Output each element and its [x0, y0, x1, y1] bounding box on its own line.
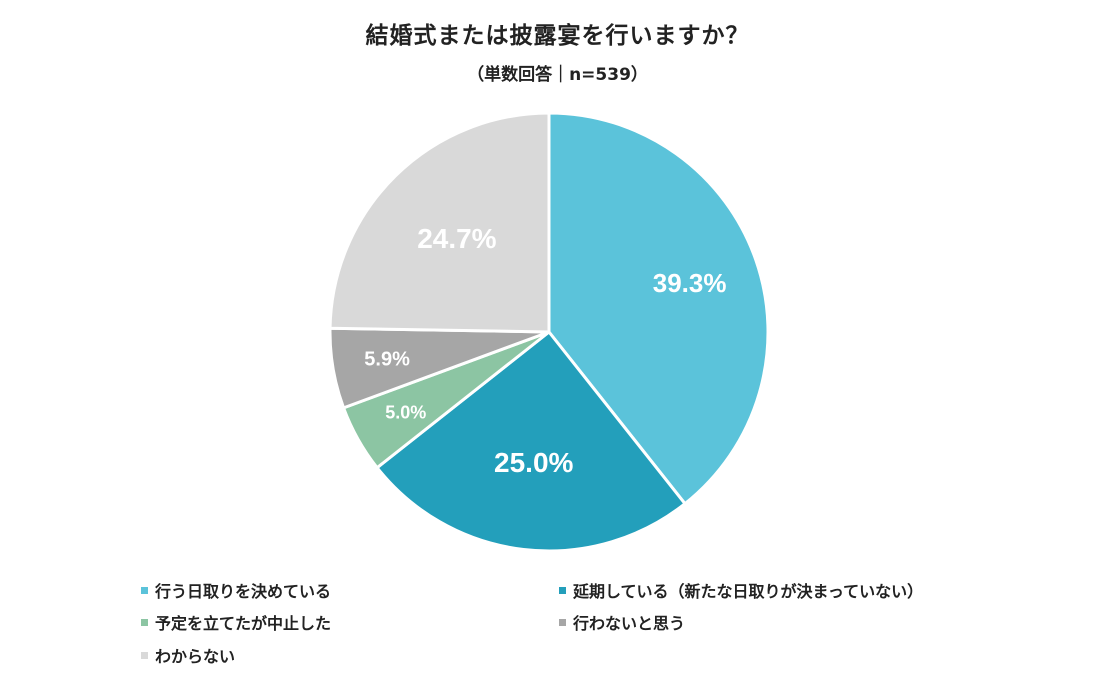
- slice-value-label-1: 39.3%: [653, 268, 727, 298]
- slice-value-label-4: 5.9%: [364, 349, 410, 371]
- legend-item-1: 行う日取りを決めている: [141, 578, 331, 602]
- chart-title: 結婚式または披露宴を行いますか？: [365, 23, 750, 49]
- legend-label-1: 行う日取りを決めている: [155, 582, 332, 601]
- legend-swatch-1: [141, 586, 148, 594]
- legend-label-5: わからない: [155, 647, 236, 666]
- pie-slice-5: [328, 111, 551, 334]
- slice-value-label-2: 25.0%: [494, 447, 573, 478]
- slice-value-label-5: 24.7%: [417, 223, 496, 254]
- legend-label-3: 予定を立てたが中止した: [155, 614, 332, 633]
- legend-swatch-2: [559, 586, 566, 594]
- slice-value-label-3: 5.0%: [385, 402, 426, 422]
- legend-item-3: 予定を立てたが中止した: [141, 610, 331, 634]
- legend-label-4: 行わないと思う: [573, 614, 686, 633]
- legend-item-5: わからない: [141, 643, 235, 667]
- legend-swatch-4: [559, 618, 566, 626]
- legend-item-4: 行わないと思う: [559, 610, 685, 634]
- pie-slice-1: [547, 111, 770, 506]
- legend-swatch-5: [141, 651, 148, 659]
- chart-subtitle: （単数回答｜n=539）: [467, 65, 648, 85]
- legend-item-2: 延期している（新たな日取りが決まっていない）: [559, 578, 923, 602]
- legend-swatch-3: [141, 618, 148, 626]
- legend-label-2: 延期している（新たな日取りが決まっていない）: [573, 582, 924, 601]
- pie-slice-2: [375, 330, 687, 553]
